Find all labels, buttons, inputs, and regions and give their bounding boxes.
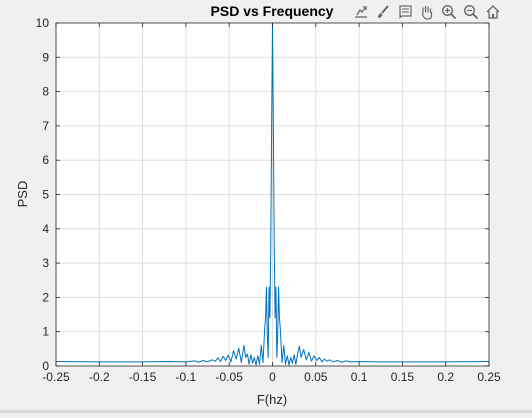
- x-tick-label: -0.2: [89, 370, 110, 384]
- y-tick-label: 10: [36, 16, 50, 30]
- y-tick-label: 5: [42, 188, 49, 202]
- y-tick-label: 7: [42, 119, 49, 133]
- x-tick-label: 0.2: [437, 370, 454, 384]
- export-icon: [353, 4, 369, 20]
- data-tips-icon: [397, 4, 413, 20]
- x-tick-label: 0: [269, 370, 276, 384]
- brush-icon: [375, 4, 391, 20]
- y-tick-label: 3: [42, 256, 49, 270]
- x-tick-label: -0.15: [129, 370, 157, 384]
- y-axis-label: PSD: [15, 181, 30, 208]
- axes-toolbar: [350, 2, 503, 22]
- x-tick-label: 0.15: [391, 370, 415, 384]
- x-tick-label: -0.05: [216, 370, 244, 384]
- y-tick-label: 0: [42, 359, 49, 373]
- zoom-out-button[interactable]: [460, 2, 481, 22]
- zoom-in-icon: [441, 4, 457, 20]
- data-tips-button[interactable]: [394, 2, 415, 22]
- export-button[interactable]: [350, 2, 371, 22]
- pan-icon: [419, 4, 435, 20]
- zoom-in-button[interactable]: [438, 2, 459, 22]
- y-tick-label: 6: [42, 153, 49, 167]
- y-tick-label: 8: [42, 85, 49, 99]
- x-axis-label: F(hz): [257, 392, 287, 407]
- x-tick-label: -0.1: [176, 370, 197, 384]
- home-button[interactable]: [482, 2, 503, 22]
- x-tick-label: 0.1: [351, 370, 368, 384]
- chart-title: PSD vs Frequency: [211, 3, 334, 19]
- y-tick-label: 1: [42, 325, 49, 339]
- pan-button[interactable]: [416, 2, 437, 22]
- y-tick-label: 9: [42, 50, 49, 64]
- brush-button[interactable]: [372, 2, 393, 22]
- home-icon: [485, 4, 501, 20]
- zoom-out-icon: [463, 4, 479, 20]
- y-tick-label: 2: [42, 290, 49, 304]
- y-tick-label: 4: [42, 222, 49, 236]
- x-tick-label: 0.05: [304, 370, 328, 384]
- x-tick-label: 0.25: [477, 370, 501, 384]
